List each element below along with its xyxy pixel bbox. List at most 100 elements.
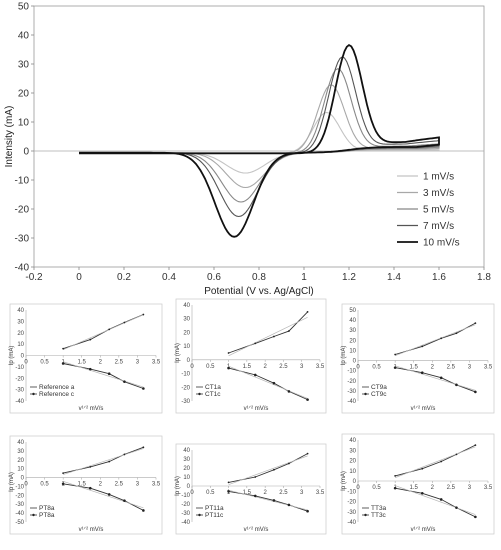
panel-y-tick-label: 10 — [349, 348, 356, 354]
series-line-1 — [395, 487, 476, 518]
panel-y-tick-label: 0 — [187, 358, 191, 364]
main-y-tick-label: 30 — [18, 60, 30, 71]
series-point — [123, 499, 126, 502]
series-point — [227, 490, 230, 493]
main-y-axis-title: Intensity (mA) — [4, 106, 15, 168]
main-y-tick-label: -20 — [15, 205, 30, 216]
series-point — [306, 509, 309, 513]
panel-frame — [175, 443, 327, 535]
series-point — [306, 452, 309, 455]
panel-x-tick-label: 2 — [431, 485, 435, 491]
panel-x-tick-label: 2.5 — [279, 364, 288, 370]
main-x-tick-label: 0.2 — [117, 272, 131, 283]
panel-legend-label: Reference a — [39, 384, 75, 391]
panel-y-tick-label: -10 — [347, 489, 356, 495]
main-y-tick-label: -40 — [15, 263, 30, 274]
panel-x-tick-label: 0.5 — [206, 490, 215, 496]
panel-y-tick-label: -30 — [181, 399, 190, 405]
panel-x-axis-title: v¹ᐟ² mV/s — [411, 405, 436, 412]
series-point — [227, 352, 230, 354]
panel-x-tick-label: 2 — [99, 482, 103, 488]
panel-y-tick-label: 40 — [183, 448, 190, 454]
series-point — [142, 387, 145, 390]
series-point — [287, 503, 291, 507]
panel-y-axis-title: Ip (mA) — [9, 346, 15, 366]
panel-x-tick-label: 3.5 — [484, 365, 493, 371]
series-point — [123, 321, 126, 324]
panel-legend-label: TT3a — [371, 505, 387, 512]
panel-x-tick-label: 2 — [263, 490, 267, 496]
panel-x-tick-label: 0 — [356, 365, 360, 371]
series-trendline — [395, 485, 476, 515]
series-point — [142, 509, 145, 512]
panel-y-tick-label: -10 — [181, 372, 190, 378]
series-point — [272, 381, 276, 385]
panel-y-tick-label: 20 — [17, 458, 24, 464]
panel-x-tick-label: 0 — [356, 485, 360, 491]
main-y-tick-label: 40 — [18, 31, 30, 42]
panel-y-tick-label: -20 — [181, 502, 190, 508]
main-y-tick-label: 10 — [18, 118, 30, 129]
series-point — [273, 335, 275, 338]
series-point — [394, 353, 397, 356]
panel-y-tick-label: 50 — [349, 308, 356, 314]
main-x-tick-label: 1.6 — [432, 272, 446, 283]
series-point — [420, 492, 424, 495]
panel-y-tick-label: 10 — [183, 475, 190, 481]
panel-y-tick-label: 30 — [183, 457, 190, 463]
cv-curve-3-mv-s — [79, 84, 440, 189]
main-y-tick-label: 20 — [18, 89, 30, 100]
panel-x-tick-label: 0 — [190, 364, 194, 370]
panel-legend-label: CT1c — [205, 391, 221, 398]
series-point — [393, 366, 397, 369]
series-line-1 — [63, 363, 144, 389]
series-trendline — [395, 446, 476, 478]
panel-y-tick-label: 20 — [17, 331, 24, 337]
panel-x-tick-label: 3.5 — [152, 360, 161, 366]
panel-y-tick-label: 40 — [349, 438, 356, 444]
panel-y-tick-label: 10 — [17, 342, 24, 348]
series-point — [455, 506, 458, 509]
panel-x-tick-label: 0.5 — [40, 482, 49, 488]
panel-x-tick-label: 2.5 — [115, 360, 124, 366]
series-point — [273, 468, 275, 471]
panel-y-tick-label: 0 — [21, 354, 25, 360]
series-point — [107, 372, 111, 376]
series-point — [421, 467, 424, 470]
panel-y-tick-label: -10 — [15, 365, 24, 371]
panel-legend-label: CT9a — [371, 384, 387, 391]
series-point — [455, 332, 458, 335]
series-point — [439, 376, 443, 380]
series-point — [306, 398, 309, 401]
panel-y-tick-label: -30 — [347, 510, 356, 516]
panel-x-tick-label: 2 — [263, 364, 267, 370]
panel-y-tick-label: -40 — [15, 399, 24, 405]
panel-y-tick-label: 30 — [17, 449, 24, 455]
panel-x-tick-label: 0.5 — [372, 485, 381, 491]
panel-y-tick-label: -20 — [15, 376, 24, 382]
series-point — [288, 330, 290, 332]
panel-y-tick-label: 30 — [183, 317, 190, 323]
series-line-0 — [228, 453, 308, 483]
series-point — [123, 453, 126, 456]
series-line-0 — [62, 446, 144, 474]
panel-x-tick-label: 1.5 — [243, 490, 252, 496]
panel-y-tick-label: 20 — [183, 330, 190, 336]
main-x-tick-label: -0.2 — [25, 272, 43, 283]
series-point — [455, 453, 458, 456]
series-point — [272, 499, 276, 502]
panel-y-tick-label: -20 — [181, 385, 190, 391]
series-point — [287, 390, 291, 393]
cv-curve-5-mv-s — [79, 68, 440, 203]
panel-y-tick-label: -40 — [347, 399, 356, 405]
series-point — [394, 474, 397, 477]
panel-frame — [175, 298, 327, 414]
panel-y-tick-label: -10 — [15, 484, 24, 490]
series-point — [227, 366, 230, 370]
series-line-0 — [394, 444, 476, 477]
series-point — [288, 462, 290, 465]
panel-x-axis-title: v¹ᐟ² mV/s — [244, 405, 269, 412]
series-point — [89, 465, 92, 468]
panel-y-tick-label: -20 — [347, 500, 356, 506]
series-line-1 — [395, 367, 476, 393]
